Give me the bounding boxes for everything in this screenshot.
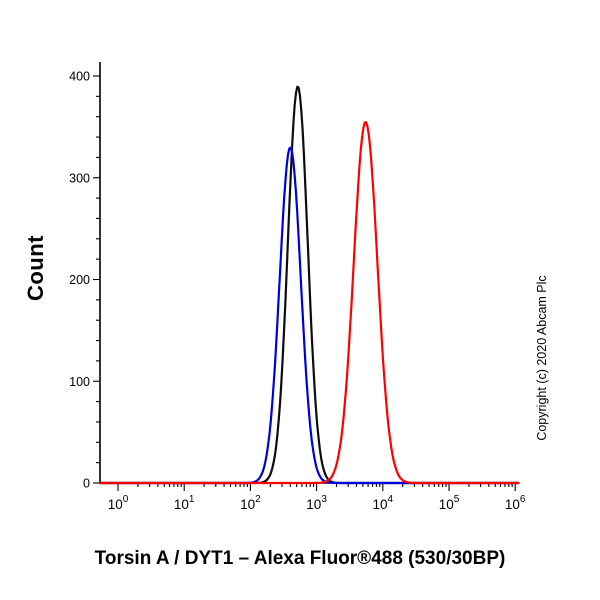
x-tick-label: 103 bbox=[306, 494, 327, 512]
figure-title: Torsin A / DYT1 – Alexa Fluor®488 (530/3… bbox=[94, 548, 506, 569]
x-tick-label: 102 bbox=[240, 494, 261, 512]
x-tick-label: 105 bbox=[439, 494, 460, 512]
x-tick-label: 104 bbox=[373, 494, 394, 512]
y-axis-label: Count bbox=[23, 234, 48, 302]
y-tick-label: 300 bbox=[69, 171, 90, 185]
x-tick-label: 100 bbox=[108, 494, 129, 512]
red-curve bbox=[98, 121, 520, 485]
y-ticks bbox=[93, 75, 100, 484]
y-tick-label: 400 bbox=[69, 70, 90, 84]
y-tick-label: 200 bbox=[69, 273, 90, 287]
x-tick-label: 101 bbox=[174, 494, 195, 512]
y-tick-label: 0 bbox=[83, 477, 90, 491]
x-tick-label: 106 bbox=[505, 494, 526, 512]
y-tick-label: 100 bbox=[69, 375, 90, 389]
x-ticks bbox=[117, 483, 516, 491]
blue-curve bbox=[98, 146, 520, 485]
copyright-text: Copyright (c) 2020 Abcam Plc bbox=[535, 275, 549, 441]
